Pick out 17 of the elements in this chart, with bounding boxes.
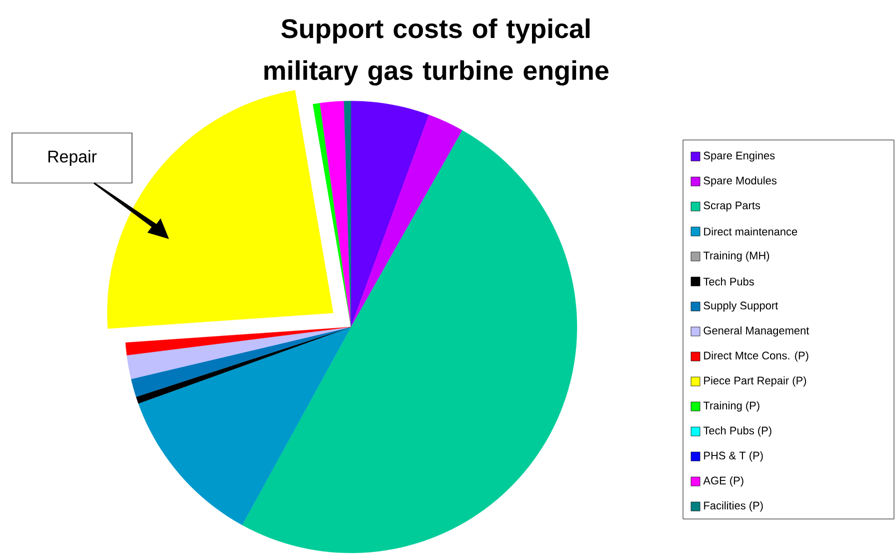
legend-label: PHS & T (P) xyxy=(704,451,763,462)
text: Repair xyxy=(48,150,97,166)
legend-label: Supply Support xyxy=(704,301,778,312)
legend-label: AGE (P) xyxy=(703,476,744,487)
legend-label: Direct Mtce Cons. (P) xyxy=(704,351,808,362)
legend-label: Training (P) xyxy=(703,401,760,412)
legend-label: Tech Pubs xyxy=(703,277,754,286)
chart-title: Support costs of typical military gas turbine engine xyxy=(264,18,608,86)
legend-label: Spare Modules xyxy=(704,176,776,187)
legend-label: Spare Engines xyxy=(704,151,775,162)
legend-label: General Management xyxy=(704,326,810,337)
legend-label: Facilities (P) xyxy=(704,501,763,512)
legend-label: Tech Pubs (P) xyxy=(703,426,772,437)
legend-label: Direct maintenance xyxy=(704,227,798,236)
legend-label: Scrap Parts xyxy=(704,202,760,212)
legend-label: Piece Part Repair (P) xyxy=(704,376,806,387)
legend-label: Training (MH) xyxy=(703,251,770,262)
